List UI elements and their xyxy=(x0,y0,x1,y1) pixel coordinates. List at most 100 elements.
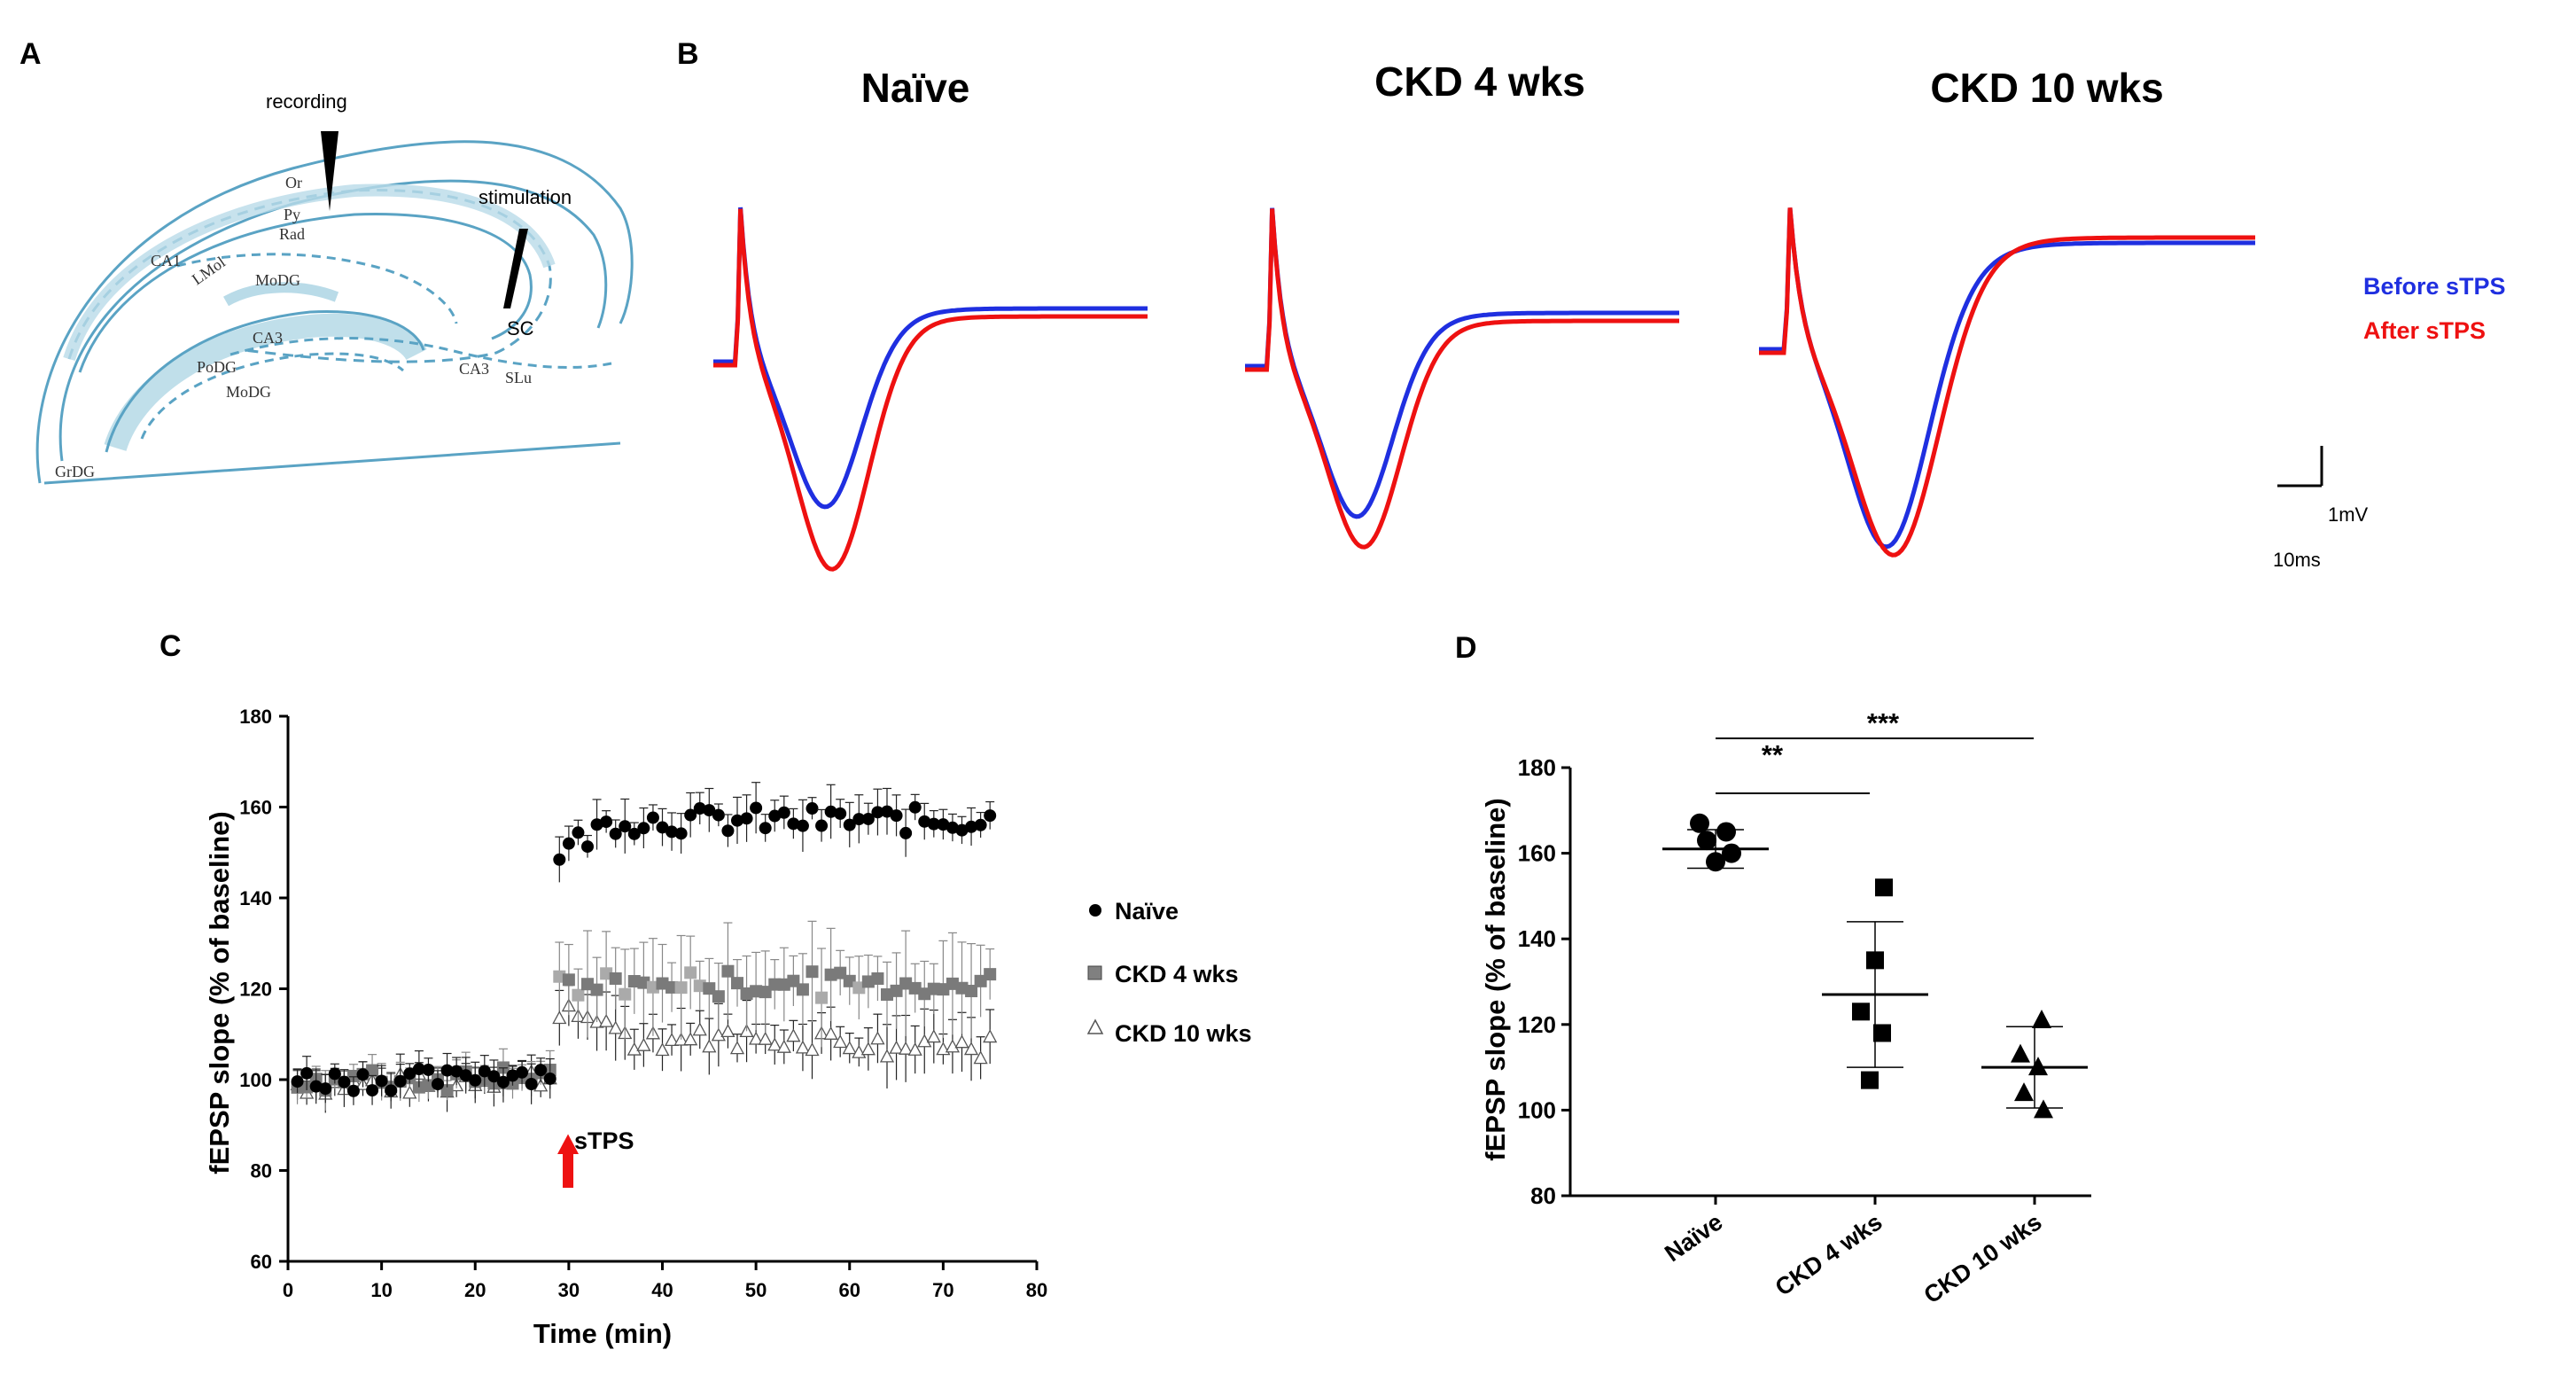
c-x-axis-title: Time (min) xyxy=(533,1318,672,1349)
c-point-ckd10 xyxy=(973,1050,988,1065)
legend-after-stps: After sTPS xyxy=(2363,317,2486,344)
c-point-ckd4 xyxy=(590,983,603,996)
c-point-naive xyxy=(665,825,679,839)
c-point-naive xyxy=(674,827,688,840)
c-point-naive xyxy=(815,819,829,832)
c-point-ckd4 xyxy=(562,973,575,987)
c-point-naive xyxy=(824,805,837,818)
c-point-ckd4 xyxy=(768,978,782,991)
c-point-naive xyxy=(984,809,997,823)
c-point-naive xyxy=(562,837,575,850)
c-point-ckd10 xyxy=(711,1027,726,1042)
scale-bar-time: 10ms xyxy=(2273,549,2321,571)
c-point-naive xyxy=(328,1067,341,1081)
c-point-ckd4 xyxy=(955,981,969,995)
trace-after-2 xyxy=(1759,207,2255,558)
c-point-ckd10 xyxy=(907,1042,922,1056)
c-point-naive xyxy=(890,809,903,823)
c-point-naive xyxy=(656,821,669,834)
c-point-naive xyxy=(637,822,650,835)
c-point-ckd4 xyxy=(843,974,856,987)
c-point-naive xyxy=(703,804,716,817)
d-xtick-label: CKD 4 wks xyxy=(1771,1208,1887,1301)
c-point-ckd4 xyxy=(824,968,837,981)
d-ytick-label: 140 xyxy=(1518,925,1556,952)
c-point-ckd4 xyxy=(946,977,959,990)
c-point-naive xyxy=(609,827,622,840)
c-point-ckd10 xyxy=(833,1034,848,1049)
c-point-naive xyxy=(899,826,913,839)
c-point-ckd10 xyxy=(842,1041,857,1055)
d-xtick-label: CKD 10 wks xyxy=(1919,1208,2047,1308)
c-ytick-label: 140 xyxy=(239,887,272,909)
sig-naive-ckd4: ** xyxy=(1762,739,1784,770)
panel-a-label: A xyxy=(19,37,42,71)
c-xtick-label: 70 xyxy=(932,1279,953,1301)
c-point-naive xyxy=(693,802,706,815)
c-point-naive xyxy=(600,815,613,829)
c-point-naive xyxy=(412,1063,425,1076)
region-or: Or xyxy=(285,174,302,191)
d-ytick-label: 180 xyxy=(1518,754,1556,781)
c-point-naive xyxy=(440,1064,454,1077)
c-point-ckd10 xyxy=(608,1020,623,1034)
c-point-ckd4 xyxy=(750,985,763,998)
c-point-ckd4 xyxy=(627,975,641,988)
c-point-naive xyxy=(553,853,566,866)
d-point-ckd10 xyxy=(2032,1009,2051,1028)
c-point-naive xyxy=(759,822,772,835)
c-ytick-label: 60 xyxy=(251,1251,272,1273)
c-point-ckd4 xyxy=(740,987,753,1000)
c-ytick-label: 180 xyxy=(239,706,272,728)
c-point-ckd10 xyxy=(879,1049,895,1063)
c-point-ckd4 xyxy=(984,968,997,981)
d-point-ckd4 xyxy=(1873,1024,1891,1042)
c-point-naive xyxy=(871,806,884,819)
c-point-naive xyxy=(478,1065,491,1078)
d-point-ckd10 xyxy=(2014,1082,2034,1102)
c-point-ckd10 xyxy=(655,1042,670,1057)
scale-bar-voltage: 1mV xyxy=(2328,503,2369,526)
c-point-ckd4 xyxy=(890,984,903,997)
trace-title-ckd10: CKD 10 wks xyxy=(1930,65,2163,111)
stimulation-electrode-icon xyxy=(503,229,528,308)
c-point-naive xyxy=(496,1075,510,1088)
c-point-naive xyxy=(422,1063,435,1076)
region-sc: SC xyxy=(507,317,534,339)
c-point-naive xyxy=(581,840,594,854)
panel-c: C 0 10 20 30 40 50 60 70 80 60 80 100 120 140 160 180 T… xyxy=(160,629,1252,1349)
c-point-ckd4 xyxy=(918,987,931,1001)
trace-before-0 xyxy=(713,207,1148,510)
trace-after-0 xyxy=(713,208,1148,572)
sig-naive-ckd10: *** xyxy=(1867,707,1900,738)
region-py: Py xyxy=(284,206,300,223)
c-point-naive xyxy=(366,1084,379,1097)
c-point-ckd4 xyxy=(927,982,940,995)
c-point-naive xyxy=(768,809,782,823)
timecourse-plot: 0 10 20 30 40 50 60 70 80 60 80 100 120 140 160 180 xyxy=(239,706,1047,1301)
recording-electrode-icon xyxy=(321,131,339,211)
d-ytick-label: 100 xyxy=(1518,1096,1556,1123)
stps-arrow-head-icon xyxy=(557,1134,580,1154)
c-point-naive xyxy=(590,818,603,831)
c-ytick-label: 160 xyxy=(239,797,272,819)
c-point-ckd4 xyxy=(581,978,594,991)
c-point-ckd10 xyxy=(749,1031,764,1045)
c-point-ckd10 xyxy=(767,1037,782,1051)
d-point-naive xyxy=(1716,822,1736,842)
c-point-naive xyxy=(787,817,800,831)
d-point-ckd4 xyxy=(1861,1071,1879,1089)
c-point-ckd10 xyxy=(963,1042,979,1056)
c-point-naive xyxy=(646,811,659,824)
c-point-naive xyxy=(731,814,743,827)
region-modg-bottom: MoDG xyxy=(226,383,271,401)
c-point-ckd4 xyxy=(777,978,790,991)
c-point-ckd10 xyxy=(805,1042,820,1057)
c-y-axis-title: fEPSP slope (% of baseline) xyxy=(204,811,235,1174)
c-point-naive xyxy=(487,1070,501,1083)
c-point-ckd10 xyxy=(954,1034,969,1049)
legend-before-stps: Before sTPS xyxy=(2363,273,2506,300)
c-point-ckd10 xyxy=(945,1039,961,1053)
summary-plot: 80 100 120 140 160 180 Naïve CKD 4 wks CKD 10 wk… xyxy=(1518,737,2091,1309)
